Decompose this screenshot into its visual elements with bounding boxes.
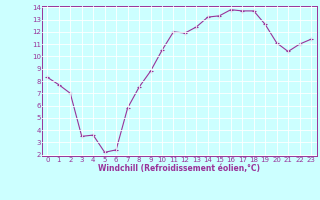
X-axis label: Windchill (Refroidissement éolien,°C): Windchill (Refroidissement éolien,°C) — [98, 164, 260, 173]
